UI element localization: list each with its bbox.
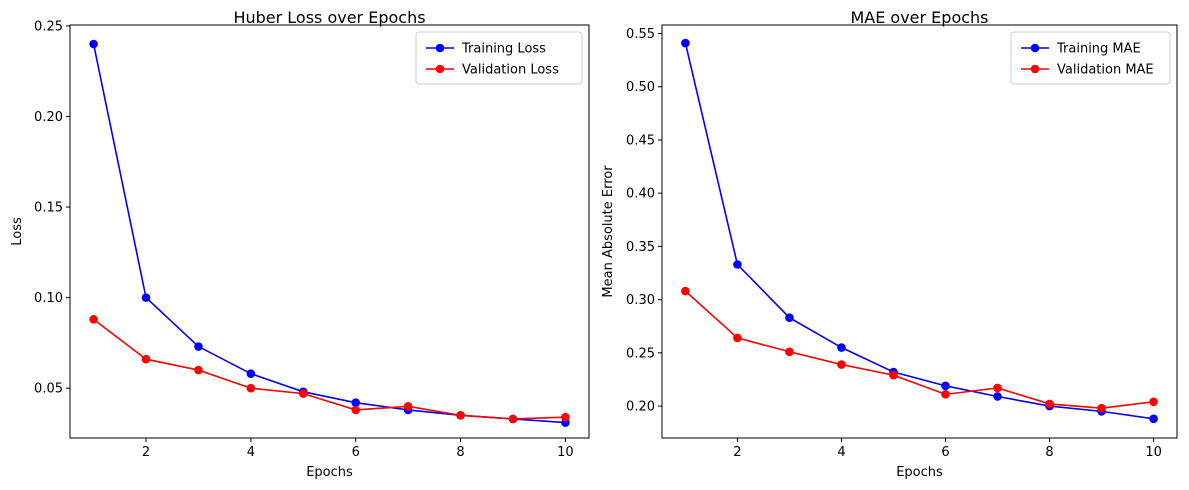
x-tick-label: 6: [352, 445, 360, 460]
chart-title: Huber Loss over Epochs: [233, 8, 425, 27]
x-tick-label: 10: [557, 445, 574, 460]
x-tick-label: 8: [456, 445, 464, 460]
data-point: [89, 39, 98, 49]
data-point: [89, 315, 98, 324]
legend-label-training: Training MAE: [1056, 42, 1141, 57]
series-line-validation: [93, 318, 566, 420]
data-point: [351, 398, 361, 407]
data-point: [403, 402, 413, 411]
data-point: [941, 381, 950, 391]
legend-label-validation: Validation MAE: [1057, 63, 1154, 78]
data-point: [194, 365, 203, 375]
y-tick-label: 0.20: [34, 110, 63, 125]
legend-label-validation: Validation Loss: [462, 63, 559, 78]
y-tick-label: 0.25: [626, 346, 655, 361]
data-point: [785, 347, 794, 357]
legend-marker: [435, 43, 445, 53]
data-point: [733, 333, 742, 343]
y-tick-label: 0.35: [626, 240, 655, 255]
y-axis-label: Mean Absolute Error: [601, 165, 616, 298]
x-axis-label: Epochs: [896, 465, 943, 480]
legend-label-training: Training Loss: [461, 42, 546, 57]
y-tick-label: 0.50: [626, 80, 655, 95]
data-point: [246, 369, 256, 378]
x-axis-label: Epochs: [306, 465, 353, 480]
data-point: [351, 405, 361, 415]
chart-mae: MAE over Epochs Epochs Mean Absolute Err…: [601, 8, 1178, 480]
data-point: [837, 343, 846, 352]
y-tick-label: 0.15: [34, 201, 63, 216]
data-point: [993, 392, 1002, 401]
y-tick-label: 0.25: [34, 19, 63, 34]
data-point: [889, 370, 898, 380]
data-point: [1149, 414, 1158, 424]
legend-box: [415, 31, 583, 85]
data-point: [993, 383, 1002, 393]
legend-marker: [1030, 64, 1040, 74]
chart-huber-loss: Huber Loss over Epochs Epochs Loss 2 4 6 8 1…: [10, 8, 590, 480]
y-axis-label: Loss: [10, 217, 25, 246]
data-point: [837, 360, 846, 369]
data-point: [246, 383, 256, 393]
data-point: [1149, 397, 1158, 407]
data-point: [508, 414, 518, 424]
x-tick-label: 2: [733, 445, 741, 460]
series-line-training: [92, 43, 566, 424]
data-point: [681, 286, 690, 296]
data-point: [1097, 403, 1106, 413]
legend-marker: [435, 64, 445, 74]
x-tick-label: 10: [1145, 445, 1162, 460]
data-point: [941, 390, 950, 399]
y-tick-label: 0.20: [626, 400, 655, 415]
legend-box: [1010, 31, 1171, 85]
data-point: [298, 389, 308, 398]
series-line-training: [684, 42, 1154, 420]
x-tick-label: 2: [142, 445, 150, 460]
y-tick-label: 0.30: [626, 293, 655, 308]
data-point: [141, 354, 151, 364]
plot-frame: [661, 24, 1178, 439]
plot-frame: [69, 24, 590, 439]
series-line-validation: [684, 290, 1154, 409]
data-point: [456, 411, 465, 420]
data-point: [561, 412, 570, 422]
x-tick-label: 6: [941, 445, 949, 460]
chart-title: MAE over Epochs: [850, 8, 988, 27]
y-tick-label: 0.40: [626, 187, 655, 202]
x-tick-label: 4: [247, 445, 255, 460]
data-point: [141, 293, 151, 302]
data-point: [1045, 399, 1054, 409]
data-point: [785, 313, 794, 323]
legend-marker: [1030, 43, 1040, 53]
x-tick-label: 4: [837, 445, 845, 460]
data-point: [681, 38, 690, 48]
y-tick-label: 0.05: [34, 382, 63, 397]
y-tick-label: 0.55: [626, 27, 655, 42]
data-point: [194, 342, 203, 351]
data-point: [733, 260, 742, 269]
x-tick-label: 8: [1045, 445, 1053, 460]
y-tick-label: 0.45: [626, 133, 655, 148]
y-tick-label: 0.10: [34, 291, 63, 306]
